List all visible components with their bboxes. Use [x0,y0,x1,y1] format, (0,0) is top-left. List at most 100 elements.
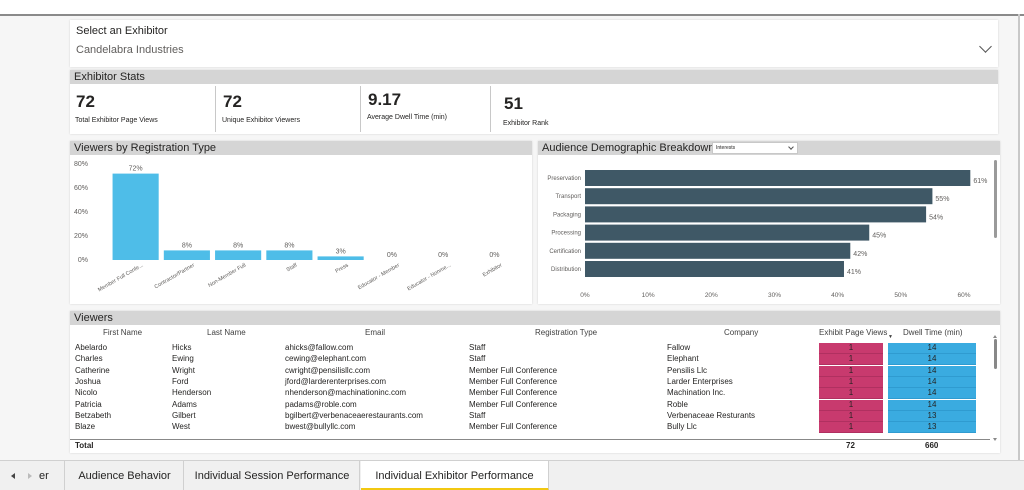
data-label: 55% [935,196,949,203]
page-views-cell: 1 [819,343,883,354]
demographic-bar-chart[interactable]: Preservation 61% Transport 55% Packaging 54% P… [538,156,1000,304]
table-cell: Nicolo [75,388,98,398]
table-cell: bgilbert@verbenaceaerestaurants.com [285,410,423,420]
table-cell: Catherine [75,365,110,375]
chevron-down-icon[interactable] [979,40,992,53]
x-tick-label: 20% [705,292,718,299]
data-label: 61% [973,178,987,185]
bar [112,173,159,260]
table-cell: Abelardo [75,343,108,352]
registration-bar-chart[interactable]: 80% 60% 40% 20% 0% 72% Member Full Confe... 8% C… [70,156,532,304]
table-cell: jford@larderenterprises.com [285,376,387,386]
table-row[interactable]: Blaze West bwest@bullyllc.com Member Full C… [70,422,990,434]
exhibitor-slicer[interactable]: Select an Exhibitor Candelabra Industrie… [70,20,998,67]
dwell-time-cell: 13 [888,422,976,434]
top-border [0,14,1024,16]
table-row[interactable]: Nicolo Henderson nhenderson@machinationinc… [70,388,990,400]
tab-individual-session-performance[interactable]: Individual Session Performance [185,461,360,490]
table-cell: Member Full Conference [469,399,558,409]
chevron-down-icon [788,144,794,150]
page-views-cell: 1 [819,422,883,434]
table-cell: Pensilis Llc [667,365,708,375]
slicer-selected-value[interactable]: Candelabra Industries [76,44,184,56]
table-cell: Member Full Conference [469,422,558,432]
table-row[interactable]: Catherine Wright cwright@pensilisllc.com Me… [70,365,990,377]
column-header-company[interactable]: Company [724,328,759,337]
column-header-registration-type[interactable]: Registration Type [535,328,598,337]
table-row[interactable]: Abelardo Hicks ahicks@fallow.com Staff Fallo… [70,343,990,354]
column-header-email[interactable]: Email [365,328,386,337]
data-label: 0% [438,252,448,259]
slicer-title: Select an Exhibitor [76,25,168,37]
tab-individual-exhibitor-performance[interactable]: Individual Exhibitor Performance [361,461,549,490]
table-cell: Joshua [75,376,101,386]
scroll-down-icon[interactable] [993,438,997,441]
table-cell: Verbenaceae Resturants [667,410,756,420]
table-cell: nhenderson@machinationinc.com [285,388,407,398]
data-label: 0% [387,252,397,259]
data-label: 72% [129,166,143,173]
registration-type-chart-card: Viewers by Registration Type 80% 60% 40% 20… [70,141,532,304]
next-page-arrow-icon[interactable] [28,473,32,479]
tab-audience-behavior[interactable]: Audience Behavior [66,461,184,490]
bar [266,250,313,260]
table-cell: Roble [667,399,688,409]
right-border [1018,14,1020,460]
table-row[interactable]: Betzabeth Gilbert bgilbert@verbenaceaerest… [70,410,990,422]
table-cell: Bully Llc [667,422,697,432]
demographic-chart-card: Audience Demographic Breakdown Interests… [538,141,1000,304]
table-total-row: Total 72 660 [70,439,990,451]
table-cell: Member Full Conference [469,376,558,386]
scrollbar-thumb[interactable] [994,339,997,369]
kpi-value: 51 [504,94,523,113]
table-cell: Ewing [172,354,194,364]
column-header-exhibit-page-views[interactable]: Exhibit Page Views [819,328,888,337]
y-category-label: Certification [549,249,581,255]
page-views-cell: 1 [819,365,883,377]
y-category-label: Transport [556,194,582,200]
page-views-cell: 1 [819,354,883,366]
x-tick-label: 30% [768,292,781,299]
registration-chart-header: Viewers by Registration Type [70,141,532,155]
table-cell: Member Full Conference [469,388,558,398]
table-header-row: First Name Last Name Email Registration … [70,327,990,340]
table-row[interactable]: Joshua Ford jford@larderenterprises.com Mem… [70,376,990,388]
table-cell: Ford [172,376,189,386]
kpi-label: Total Exhibitor Page Views [75,117,158,124]
page-views-cell: 1 [819,410,883,422]
x-tick-label: 10% [642,292,655,299]
table-cell: West [172,422,191,432]
x-tick-label: Press [334,262,349,274]
data-label: 3% [336,248,346,255]
table-row[interactable]: Charles Ewing cewing@elephant.com Staff Elep… [70,354,990,366]
kpi-unique-viewers: 72 Unique Exhibitor Viewers [217,86,361,132]
x-tick-label: Non-Member Full [207,263,247,289]
dwell-time-cell: 14 [888,388,976,400]
table-cell: Blaze [75,422,96,432]
data-label: 45% [872,233,886,240]
x-tick-label: 0% [580,292,590,299]
column-header-last-name[interactable]: Last Name [207,328,246,337]
column-header-first-name[interactable]: First Name [103,328,143,337]
column-header-dwell-time[interactable]: Dwell Time (min) [903,328,963,337]
table-cell: ahicks@fallow.com [285,343,354,352]
table-scrollbar[interactable] [993,335,998,441]
bar [585,224,870,241]
y-tick-label: 0% [78,257,88,264]
total-dwell-time: 660 [925,441,939,450]
table-cell: Betzabeth [75,410,112,420]
table-cell: Adams [172,399,197,409]
kpi-value: 9.17 [368,90,402,109]
tab-partial[interactable]: er [38,461,65,490]
table-cell: Machination Inc. [667,388,726,398]
page-views-cell: 1 [819,376,883,388]
table-cell: Wright [172,365,195,375]
x-tick-label: 40% [831,292,844,299]
dwell-time-cell: 14 [888,343,976,354]
data-label: 8% [284,242,294,249]
table-row[interactable]: Patricia Adams padams@roble.com Member Full… [70,399,990,411]
previous-page-arrow-icon[interactable] [11,473,15,479]
dwell-time-cell: 14 [888,365,976,377]
scroll-up-icon[interactable] [993,335,997,338]
demographic-category-dropdown[interactable]: Interests [712,142,798,154]
